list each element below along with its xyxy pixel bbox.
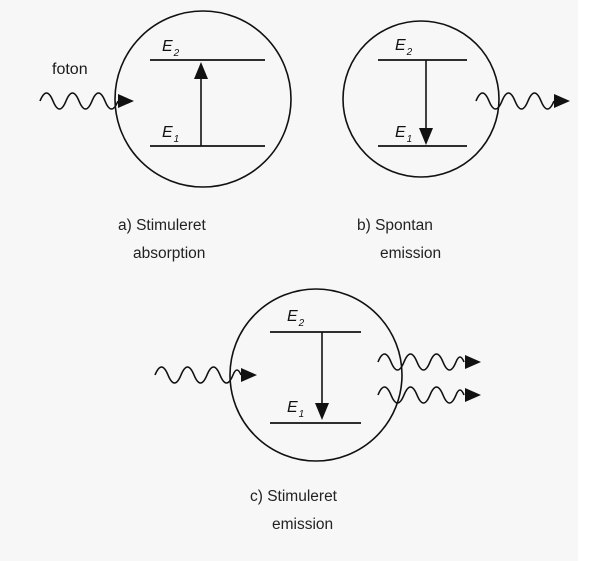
- label-e1-b: E1: [395, 124, 412, 145]
- label-e1-a: E1: [162, 124, 179, 145]
- emitted-photon-arrowhead-c-1: [465, 355, 481, 369]
- caption-a-line1: a) Stimuleret: [118, 217, 207, 234]
- label-e2-b: E2: [395, 37, 413, 58]
- label-e1-c: E1: [287, 399, 304, 420]
- incoming-photon-arrowhead-c: [241, 368, 257, 382]
- panel-b-spontaneous-emission: E2 E1 b) Spontan emission: [342, 20, 570, 262]
- incoming-photon-arrowhead-a: [118, 94, 134, 108]
- atom-circle-a: [114, 10, 292, 188]
- caption-c-line1: c) Stimuleret: [250, 488, 338, 505]
- emitted-photon-wave-c-1: [377, 353, 465, 371]
- atom-circle-b: [342, 20, 500, 178]
- emitted-photon-wave-c-2: [377, 386, 465, 404]
- caption-c-line2: emission: [272, 516, 333, 533]
- emission-arrow-head-down-b: [419, 128, 433, 145]
- emitted-photon-arrowhead-c-2: [465, 388, 481, 402]
- photon-label: foton: [52, 61, 88, 78]
- atom-circle-c: [229, 288, 403, 462]
- caption-a-line2: absorption: [133, 245, 205, 262]
- panel-c-stimulated-emission: E2 E1 c) Stimuleret emission: [154, 288, 481, 533]
- emission-arrow-head-down-c: [315, 403, 329, 420]
- emitted-photon-wave-b: [475, 92, 555, 110]
- incoming-photon-wave-c: [154, 366, 242, 384]
- label-e2-c: E2: [287, 308, 305, 329]
- absorption-arrow-head-up: [194, 62, 208, 79]
- emitted-photon-arrowhead-b: [554, 94, 570, 108]
- label-e2-a: E2: [162, 38, 180, 59]
- panel-a-stimulated-absorption: E2 E1 foton a) Stimuleret absorption: [39, 10, 292, 262]
- caption-b-line2: emission: [380, 245, 441, 262]
- incoming-photon-wave-a: [39, 92, 119, 110]
- caption-b-line1: b) Spontan: [357, 217, 433, 234]
